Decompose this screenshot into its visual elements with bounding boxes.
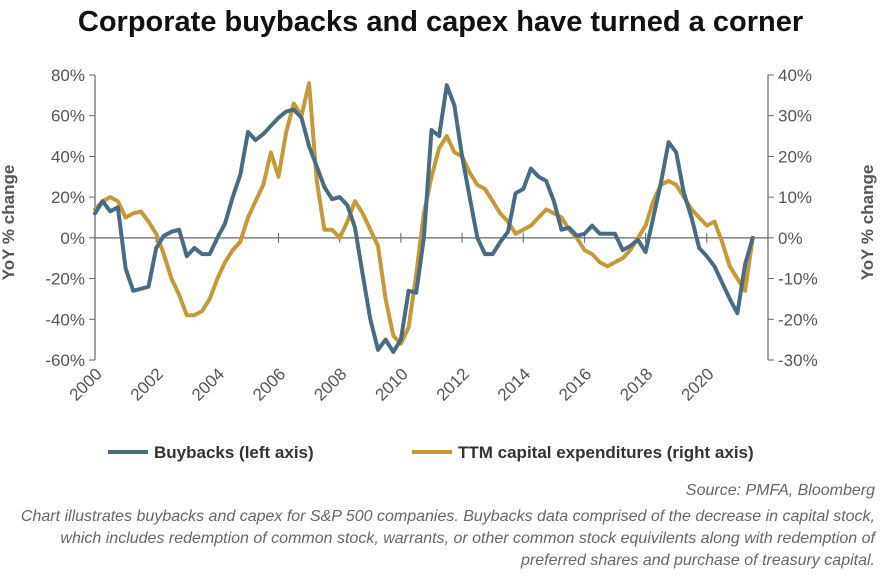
- right-tick-label: -30%: [778, 351, 818, 370]
- source-note: Source: PMFA, Bloomberg: [685, 482, 875, 499]
- x-tick-label: 2000: [66, 364, 106, 404]
- right-tick-label: 0%: [778, 229, 803, 248]
- left-tick-label: -40%: [45, 310, 85, 329]
- x-tick-label: 2002: [127, 364, 167, 404]
- x-tick-label: 2016: [555, 364, 595, 404]
- series-layer: [93, 81, 755, 354]
- right-tick-label: 40%: [778, 66, 812, 85]
- right-tick-label: 30%: [778, 107, 812, 126]
- left-tick-label: 0%: [60, 229, 85, 248]
- buybacks-series-line: [93, 83, 755, 354]
- labels-layer: 80% 60% 40% 20% 0% -20% -40% -60% 40% 30% 20% 10% 0%…: [0, 66, 877, 405]
- left-tick-label: -60%: [45, 351, 85, 370]
- x-tick-label: 2014: [494, 364, 534, 404]
- right-tick-label: -20%: [778, 310, 818, 329]
- x-tick-label: 2012: [433, 364, 473, 404]
- legend: Buybacks (left axis) TTM capital expendit…: [108, 443, 754, 462]
- axes-layer: [89, 74, 774, 361]
- right-axis-title: YoY % change: [858, 165, 877, 281]
- x-tick-label: 2004: [188, 364, 228, 404]
- left-tick-label: -20%: [45, 270, 85, 289]
- chart-title: Corporate buybacks and capex have turned…: [77, 6, 804, 38]
- x-tick-label: 2020: [677, 364, 717, 404]
- x-tick-label: 2010: [372, 364, 412, 404]
- left-tick-label: 20%: [51, 188, 85, 207]
- right-tick-label: 20%: [778, 147, 812, 166]
- chart-footnote: Chart illustrates buybacks and capex for…: [20, 508, 875, 569]
- right-tick-label: -10%: [778, 270, 818, 289]
- x-tick-label: 2006: [249, 364, 289, 404]
- left-axis-title: YoY % change: [0, 165, 18, 281]
- legend-capex-label: TTM capital expenditures (right axis): [458, 443, 754, 462]
- left-tick-label: 40%: [51, 147, 85, 166]
- left-tick-label: 60%: [51, 107, 85, 126]
- right-tick-label: 10%: [778, 188, 812, 207]
- x-tick-label: 2008: [310, 364, 350, 404]
- legend-buybacks-label: Buybacks (left axis): [154, 443, 314, 462]
- x-tick-label: 2018: [616, 364, 656, 404]
- left-tick-label: 80%: [51, 66, 85, 85]
